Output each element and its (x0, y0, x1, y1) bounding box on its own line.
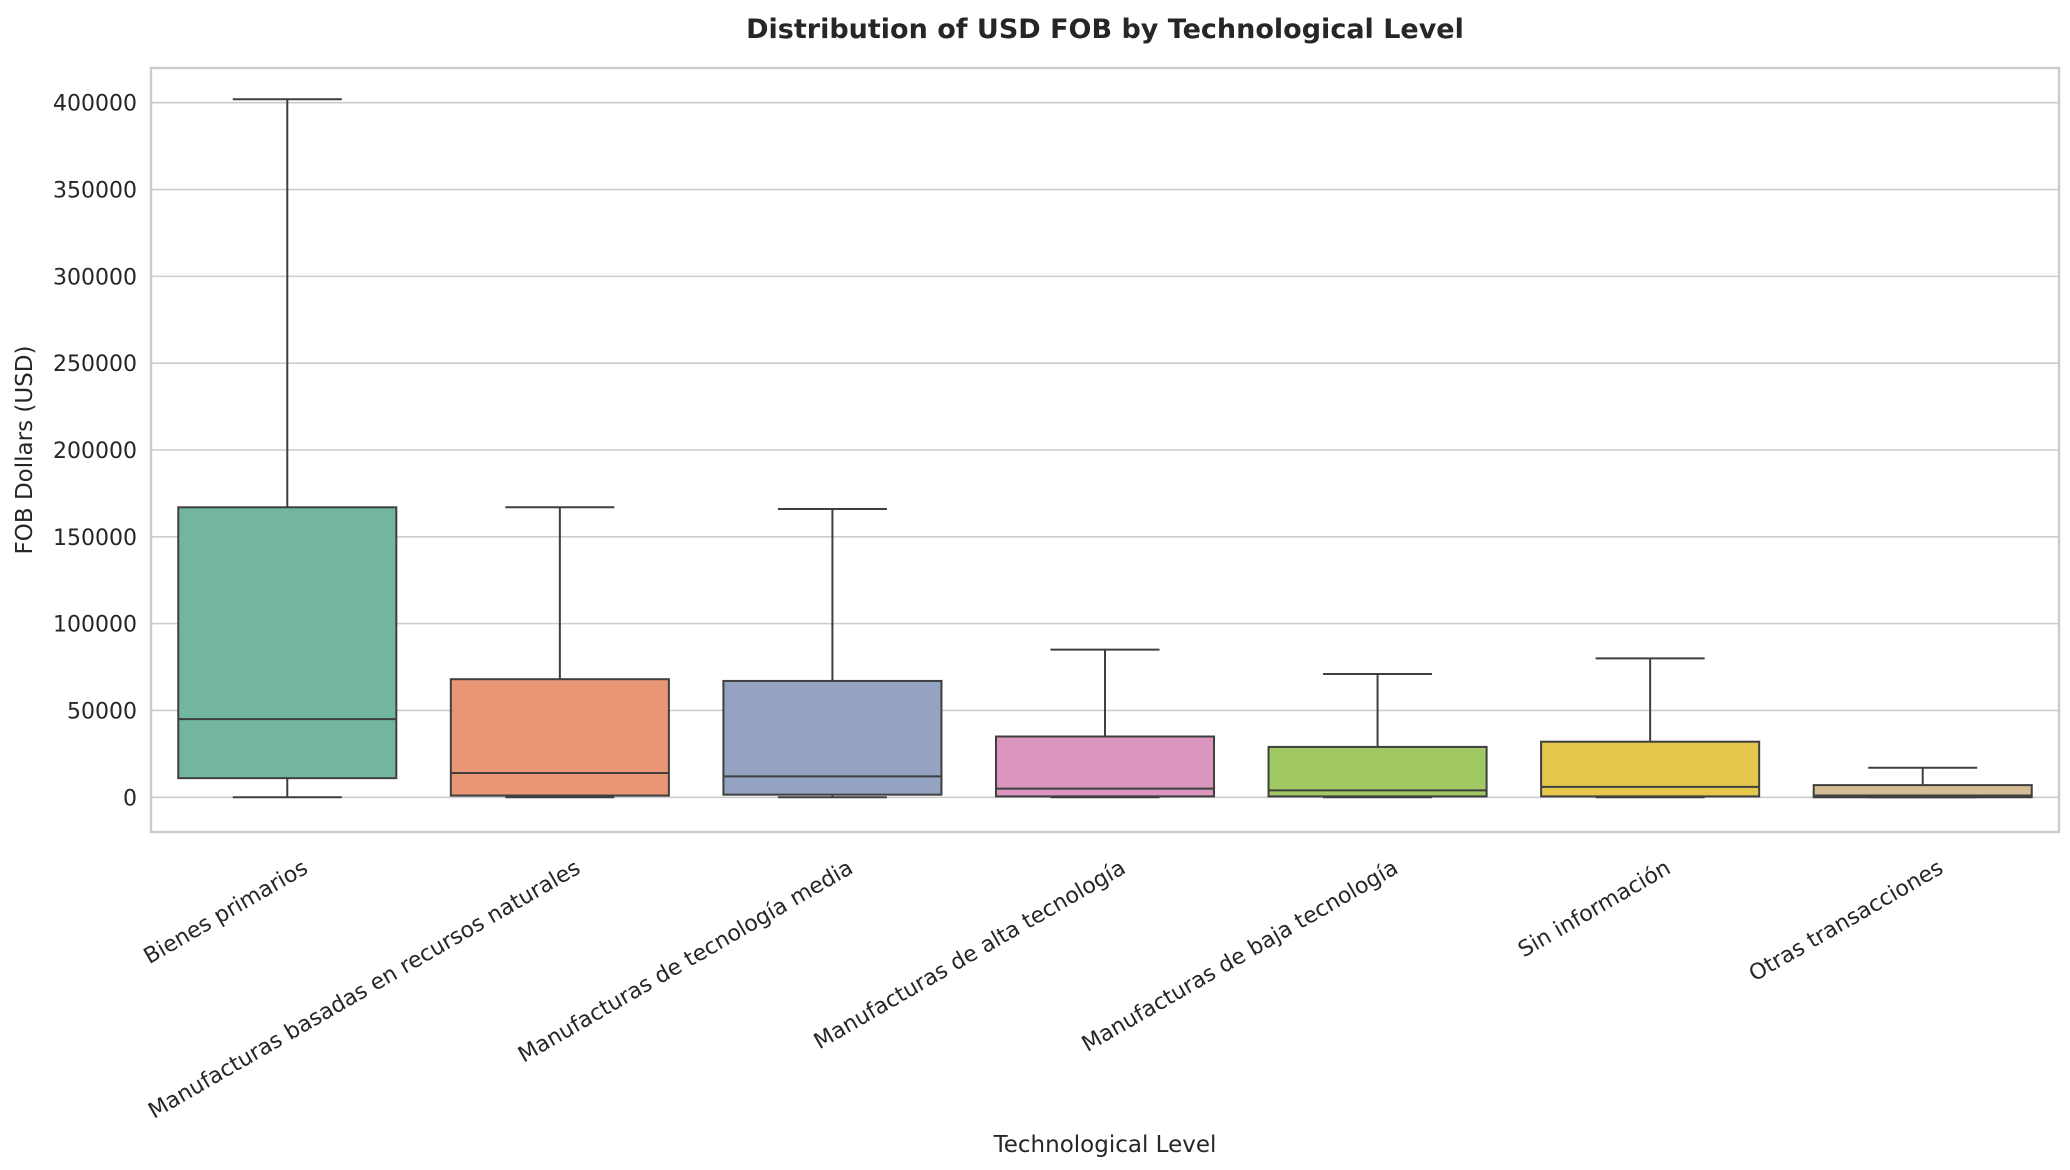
x-tick-label: Manufacturas de alta tecnología (810, 856, 1130, 1055)
box (449, 678, 670, 797)
box-group (722, 508, 943, 799)
y-tick-label: 0 (123, 786, 137, 811)
chart-title: Distribution of USD FOB by Technological… (746, 14, 1464, 45)
box (722, 679, 943, 796)
box (177, 506, 398, 780)
y-tick-label: 150000 (53, 526, 137, 551)
y-tick-label: 100000 (53, 613, 137, 638)
box-group (1812, 766, 2033, 799)
x-tick-label: Manufacturas de baja tecnología (1078, 856, 1403, 1058)
box-group (994, 648, 1216, 799)
x-tick-label: Bienes primarios (140, 856, 313, 970)
x-axis-label: Technological Level (993, 1132, 1217, 1158)
y-tick-label: 300000 (53, 265, 137, 290)
y-tick-label: 350000 (53, 179, 137, 204)
box-group (449, 506, 670, 799)
x-tick-label: Sin información (1514, 856, 1675, 963)
box-group (1540, 657, 1761, 799)
y-tick-label: 250000 (53, 352, 137, 377)
box-group (177, 98, 398, 799)
x-tick-label: Otras transacciones (1745, 856, 1948, 987)
box (994, 735, 1216, 798)
y-axis-label: FOB Dollars (USD) (12, 346, 38, 555)
y-tick-label: 50000 (67, 699, 137, 724)
plot-frame (149, 66, 2061, 834)
box (1540, 740, 1761, 798)
box-group (1267, 672, 1488, 799)
boxes (177, 98, 2033, 799)
y-tick-labels: 0 50000 100000 150000 200000 250000 300000 3500… (53, 92, 137, 812)
box (1812, 784, 2033, 799)
y-tick-label: 200000 (53, 439, 137, 464)
box (1267, 745, 1488, 798)
x-tick-label: Manufacturas basadas en recursos natural… (144, 856, 584, 1125)
y-tick-label: 400000 (53, 92, 137, 117)
